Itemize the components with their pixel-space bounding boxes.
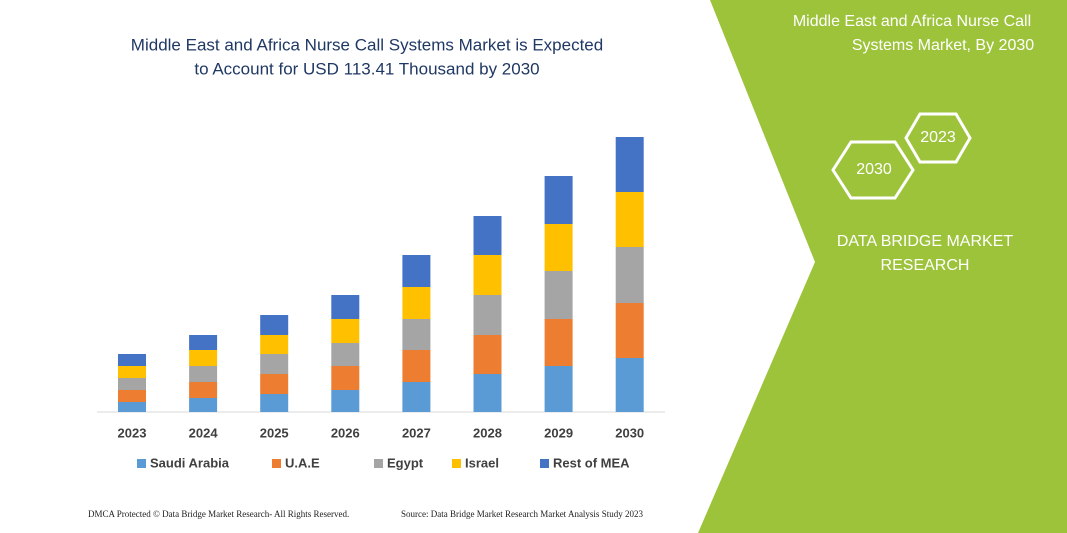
- bar-segment: [402, 350, 431, 382]
- hexagon: [831, 140, 915, 200]
- bar-segment: [615, 358, 644, 412]
- x-tick-label: 2024: [189, 425, 219, 440]
- hex-label: 2030: [856, 161, 892, 178]
- bar-segment: [615, 247, 644, 303]
- bar-segment: [260, 374, 289, 394]
- footer: DMCA Protected © Data Bridge Market Rese…: [88, 509, 349, 519]
- bar-segment: [331, 390, 360, 412]
- bar-segment: [189, 350, 218, 366]
- x-tick-label: 2027: [402, 425, 431, 440]
- bar-segment: [615, 137, 644, 192]
- bar-segment: [189, 366, 218, 382]
- bar-segment: [544, 271, 573, 319]
- bar-segment: [473, 255, 502, 295]
- bar-segment: [118, 354, 146, 366]
- bar-segment: [189, 382, 218, 398]
- bar-segment: [544, 224, 573, 271]
- bar-segment: [331, 295, 360, 319]
- bar-segment: [402, 319, 431, 350]
- bar-segment: [473, 335, 502, 374]
- bar-segment: [402, 382, 431, 412]
- legend-label: U.A.E: [285, 455, 320, 470]
- bar-segment: [260, 394, 289, 412]
- bar-segment: [260, 315, 289, 335]
- bar-segment: [615, 192, 644, 247]
- footer: Source: Data Bridge Market Research Mark…: [401, 509, 643, 519]
- bar-segment: [331, 366, 360, 390]
- bar-segment: [331, 319, 360, 343]
- x-tick-label: 2030: [615, 425, 644, 440]
- legend-swatch: [540, 459, 549, 468]
- bar-segment: [402, 287, 431, 319]
- bar-segment: [473, 374, 502, 412]
- x-tick-label: 2028: [473, 425, 502, 440]
- bar-segment: [473, 216, 502, 255]
- bar-segment: [544, 319, 573, 366]
- bar-segment: [331, 343, 360, 366]
- bar-segment: [118, 366, 146, 378]
- x-tick-label: 2023: [118, 425, 147, 440]
- chart-title: Middle East and Africa Nurse Call System…: [131, 35, 603, 54]
- legend-swatch: [137, 459, 146, 468]
- legend-label: Saudi Arabia: [150, 455, 230, 470]
- bar-segment: [260, 354, 289, 374]
- legend-swatch: [272, 459, 281, 468]
- legend-label: Egypt: [387, 455, 424, 470]
- brand: DATA BRIDGE MARKET: [837, 233, 1014, 250]
- bar-segment: [402, 255, 431, 287]
- bar-segment: [260, 335, 289, 354]
- legend-label: Israel: [465, 455, 499, 470]
- x-tick-label: 2026: [331, 425, 360, 440]
- bar-segment: [544, 176, 573, 224]
- brand: RESEARCH: [881, 257, 970, 274]
- hexagon: [904, 112, 972, 164]
- panel-title: Middle East and Africa Nurse Call: [793, 13, 1031, 30]
- x-tick-label: 2025: [260, 425, 289, 440]
- x-tick-label: 2029: [544, 425, 573, 440]
- bar-segment: [189, 335, 218, 350]
- legend-label: Rest of MEA: [553, 455, 630, 470]
- legend-swatch: [374, 459, 383, 468]
- legend-swatch: [452, 459, 461, 468]
- side-panel: [698, 0, 1067, 533]
- bar-segment: [118, 402, 146, 412]
- bar-segment: [473, 295, 502, 335]
- bar-segment: [189, 398, 218, 412]
- bar-segment: [118, 390, 146, 402]
- bar-segment: [118, 378, 146, 390]
- panel-title: Systems Market, By 2030: [852, 37, 1034, 54]
- bar-segment: [544, 366, 573, 412]
- bar-segment: [615, 303, 644, 358]
- chart-title: to Account for USD 113.41 Thousand by 20…: [194, 59, 539, 78]
- hex-label: 2023: [920, 129, 956, 146]
